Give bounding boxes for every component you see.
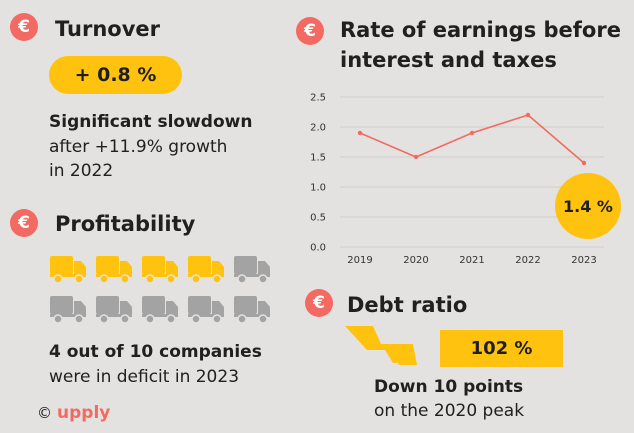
turnover-title: Turnover [55, 17, 160, 41]
debt-line2: on the 2020 peak [374, 401, 525, 421]
turnover-line1: Significant slowdown [49, 112, 253, 132]
euro-icon: € [296, 17, 324, 45]
euro-icon: € [10, 13, 38, 41]
y-tick-label: 2.5 [310, 93, 326, 104]
ebit-title-line1: Rate of earnings before [340, 18, 621, 42]
truck-icon [49, 294, 87, 324]
copyright-symbol: © [37, 404, 52, 422]
truck-icon [187, 294, 225, 324]
ebit-title-line2: interest and taxes [340, 48, 557, 72]
truck-icon [233, 294, 271, 324]
ebit-line-chart: 0.0 0.5 1.0 1.5 2.0 2.5 2019 2020 2021 2022 2023 [310, 93, 604, 266]
euro-icon: € [10, 209, 38, 237]
x-tick-label: 2020 [403, 255, 428, 266]
turnover-line3: in 2022 [49, 161, 114, 181]
truck-icon [187, 254, 225, 284]
profitability-line1: 4 out of 10 companies [49, 342, 262, 362]
y-tick-label: 0.0 [310, 243, 326, 254]
profitability-title: Profitability [55, 212, 196, 236]
data-point [357, 130, 363, 136]
ebit-highlight-badge: 1.4 % [555, 173, 621, 239]
x-tick-label: 2021 [459, 255, 484, 266]
x-tick-label: 2022 [515, 255, 540, 266]
debt-badge: 102 % [440, 330, 563, 367]
debt-title: Debt ratio [347, 293, 468, 317]
data-point [469, 130, 475, 136]
truck-icon [233, 254, 271, 284]
truck-icon [49, 254, 87, 284]
y-tick-label: 1.0 [310, 183, 326, 194]
data-point [581, 160, 587, 166]
euro-icon: € [305, 289, 333, 317]
y-tick-label: 2.0 [310, 123, 326, 134]
y-tick-label: 1.5 [310, 153, 326, 164]
y-tick-label: 0.5 [310, 213, 326, 224]
truck-icon [141, 254, 179, 284]
truck-icon [95, 294, 133, 324]
debt-line1: Down 10 points [374, 377, 524, 397]
x-tick-label: 2019 [347, 255, 372, 266]
brand-logo: upply [57, 403, 111, 423]
profitability-line2: were in deficit in 2023 [49, 367, 240, 387]
truck-icon [141, 294, 179, 324]
down-arrow-icon [345, 326, 417, 365]
data-point [525, 112, 531, 118]
turnover-badge: + 0.8 % [49, 56, 182, 94]
turnover-line2: after +11.9% growth [49, 137, 228, 157]
data-point [413, 154, 419, 160]
series-line [359, 114, 585, 164]
x-tick-label: 2023 [571, 255, 596, 266]
truck-icon [95, 254, 133, 284]
